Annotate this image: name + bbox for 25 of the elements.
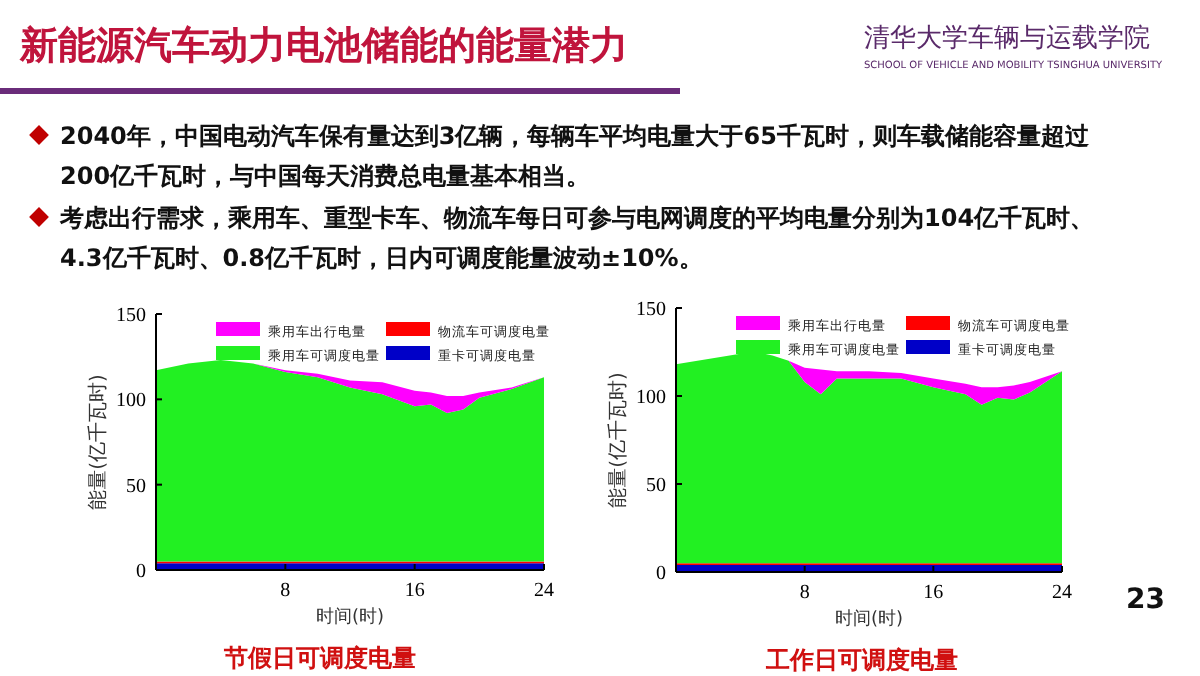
x-tick-label: 16 [404,580,425,602]
y-tick-label: 100 [636,387,666,409]
y-axis-title: 能量(亿千瓦时) [606,372,630,508]
y-tick-label: 50 [646,475,666,497]
y-tick-label: 50 [126,475,146,498]
x-tick-label: 8 [280,580,291,602]
y-tick-label: 150 [116,305,146,327]
text: 2040年，中国电动汽车保有量达到3亿辆，每辆车平均电量大于65千瓦时，则车载储能容量超过200亿千瓦时，与中国每天消费总电量基本相当。 [60,120,1091,194]
x-axis-title: 时间(时) [315,606,385,628]
x-tick-label: 16 [923,582,944,604]
y-tick-label: 0 [136,561,146,583]
y-axis-title: 能量(亿千瓦时) [86,374,110,510]
text: 清华大学车辆与运载学院 [864,22,1150,56]
text: 节假日可调度电量 [222,642,418,676]
text: 考虑出行需求，乘用车、重型卡车、物流车每日可参与电网调度的平均电量分别为104亿千瓦时、4.3亿千瓦时、0.8亿千瓦时，日内可调度能量波动±10%。 [60,202,1097,276]
x-tick-label: 24 [534,580,554,602]
x-tick-label: 24 [1052,582,1072,604]
text: 工作日可调度电量 [764,644,960,676]
y-tick-label: 150 [636,299,666,321]
y-tick-label: 100 [116,390,146,413]
text: 23 [1126,584,1165,616]
y-tick-label: 0 [656,563,666,585]
text: 新能源汽车动力电池储能的能量潜力 [20,22,628,72]
x-tick-label: 8 [799,582,810,604]
x-axis-title: 时间(时) [834,608,904,630]
